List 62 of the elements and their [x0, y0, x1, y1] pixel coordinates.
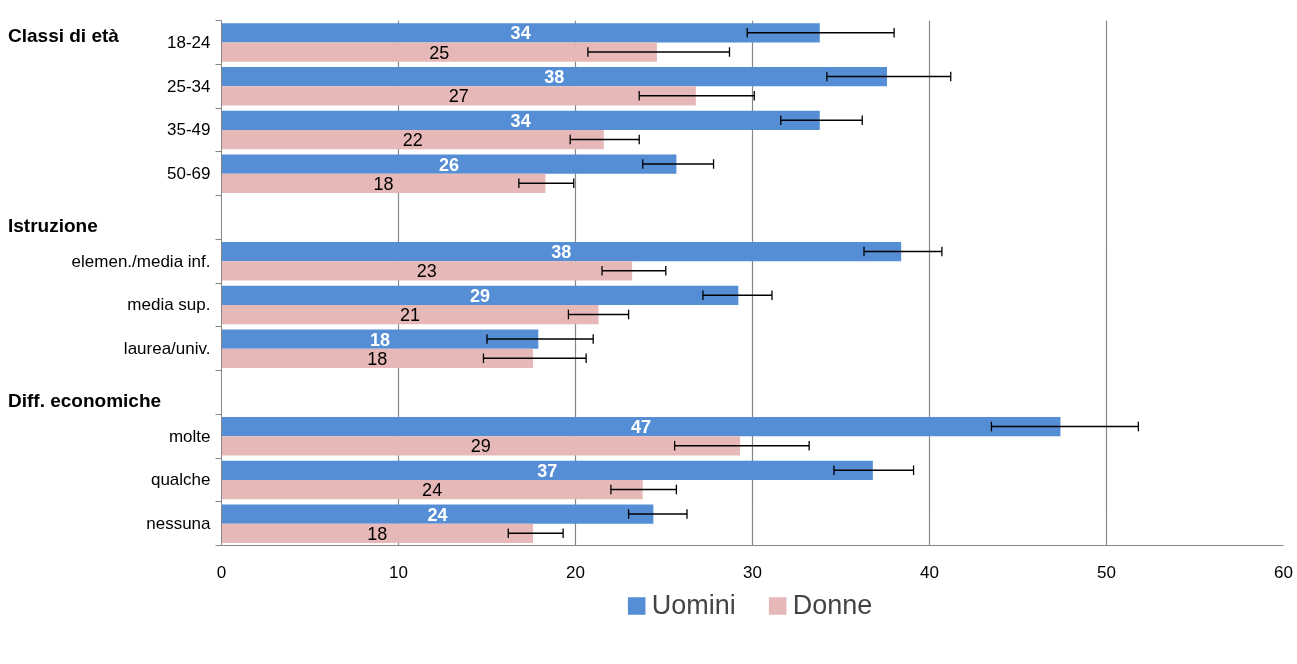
- y-tick-label: 50-69: [167, 164, 211, 184]
- bar: [221, 173, 546, 193]
- data-label: 34: [510, 23, 531, 44]
- y-tick-label: media sup.: [127, 295, 211, 315]
- bar: [221, 329, 539, 349]
- data-label: 29: [469, 285, 490, 306]
- y-tick-label: 18-24: [167, 32, 211, 52]
- bar: [221, 154, 677, 174]
- x-tick-label: 0: [216, 562, 227, 582]
- data-label: 26: [438, 154, 459, 175]
- data-label: 18: [367, 523, 388, 544]
- y-tick-label: 35-49: [167, 120, 211, 140]
- bar: [221, 436, 741, 456]
- legend-label: Uomini: [651, 589, 736, 621]
- y-tick-label: elemen./media inf.: [71, 251, 211, 271]
- bar: [221, 261, 633, 281]
- bar: [221, 110, 820, 130]
- y-tick-label: nessuna: [146, 514, 212, 534]
- y-tick-label: laurea/univ.: [123, 339, 211, 359]
- bar: [221, 42, 657, 62]
- data-label: 34: [510, 110, 531, 131]
- bar: [221, 66, 888, 87]
- data-label: 21: [399, 305, 421, 325]
- data-label: 18: [369, 329, 390, 350]
- bar: [221, 23, 820, 43]
- x-tick-label: 10: [389, 562, 408, 582]
- legend-label: Donne: [792, 589, 873, 621]
- bar: [221, 460, 873, 480]
- bar: [221, 285, 739, 305]
- bar: [221, 504, 654, 524]
- y-tick-label: 25-34: [167, 76, 211, 96]
- text: Istruzione: [8, 214, 98, 238]
- text: Classi di età: [8, 24, 119, 48]
- data-label: 47: [630, 417, 652, 437]
- bar: [221, 416, 1061, 437]
- x-tick-label: 40: [920, 562, 939, 582]
- y-tick-label: qualche: [150, 470, 211, 490]
- data-label: 38: [551, 242, 572, 262]
- x-tick-label: 20: [566, 562, 585, 582]
- bar: [221, 241, 902, 262]
- data-label: 37: [537, 460, 558, 481]
- x-tick-label: 30: [743, 562, 762, 582]
- data-label: 24: [422, 480, 443, 500]
- data-label: 22: [402, 130, 423, 150]
- bar: [221, 523, 534, 543]
- bar: [221, 129, 604, 150]
- data-label: 24: [427, 504, 448, 525]
- data-label: 23: [416, 261, 437, 282]
- text: Diff. economiche: [8, 389, 162, 413]
- bar: [221, 479, 643, 500]
- data-label: 18: [367, 348, 388, 369]
- bar: [221, 304, 599, 325]
- data-label: 38: [544, 67, 565, 87]
- x-tick-label: 60: [1274, 562, 1293, 582]
- data-label: 18: [373, 173, 394, 194]
- bar: [221, 86, 696, 106]
- data-label: 25: [429, 42, 450, 63]
- x-tick-label: 50: [1097, 562, 1116, 582]
- data-label: 27: [448, 86, 469, 107]
- y-tick-label: molte: [168, 426, 211, 446]
- data-label: 29: [470, 436, 491, 457]
- bar: [221, 348, 534, 368]
